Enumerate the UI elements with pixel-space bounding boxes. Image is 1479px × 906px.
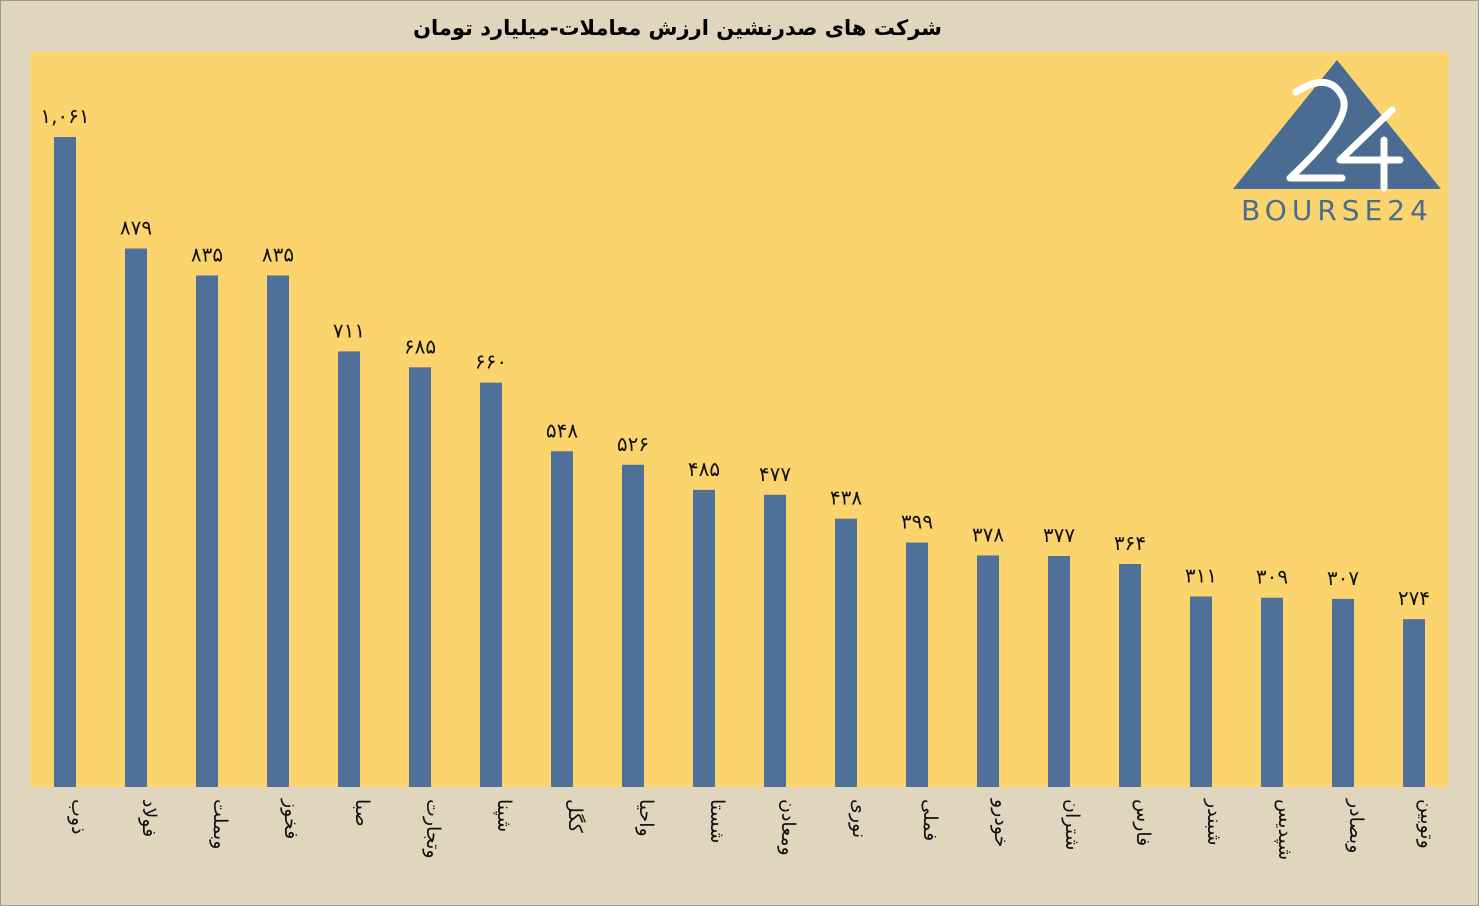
value-label-4: ۸۳۵ [262,242,294,266]
bar-12 [835,518,857,787]
value-label-14: ۳۷۸ [972,522,1004,546]
category-label-18: شپدیس [1274,799,1296,860]
logo-text: BOURSE24 [1241,194,1433,227]
category-label-7: شپنا [493,799,515,832]
bar-8 [551,451,573,787]
value-label-7: ۶۶۰ [475,350,507,374]
bar-5 [338,351,360,787]
value-label-2: ۸۷۹ [120,215,152,239]
value-label-6: ۶۸۵ [404,334,436,358]
logo-mark-24 [1286,79,1404,192]
value-label-16: ۳۶۴ [1114,531,1146,555]
plot-area [30,52,1448,787]
category-label-11: ومعادن [777,799,799,856]
category-label-2: فولاد [138,799,160,837]
value-label-19: ۳۰۷ [1327,566,1359,590]
bourse24-logo: BOURSE24 [1233,60,1441,227]
category-label-4: فخوز [280,798,302,839]
category-label-8: کگل [564,799,587,834]
category-label-12: نوری [848,799,870,838]
value-label-13: ۳۹۹ [901,510,933,534]
bar-1 [54,137,76,787]
category-label-15: شتران [1061,799,1083,850]
value-labels-group: ۱,۰۶۱ ۸۷۹ ۸۳۵ ۸۳۵ ۷۱۱ ۶۸۵ ۶۶۰ ۵۴۸ ۵۲۶ ۴۸۵ ۴۷۷ ۴۳۸ ۳۹… [40,104,1430,610]
value-label-5: ۷۱۱ [333,318,365,342]
bar-17 [1190,596,1212,787]
category-label-14: خودرو [990,798,1012,847]
bar-20 [1403,619,1425,787]
bar-10 [693,489,715,787]
value-label-1: ۱,۰۶۱ [40,104,89,128]
category-label-10: شستا [706,799,728,843]
value-label-15: ۳۷۷ [1043,523,1075,547]
category-label-17: شبندر [1203,798,1225,846]
bar-16 [1119,564,1141,787]
bar-19 [1332,598,1354,787]
value-label-10: ۴۸۵ [688,457,720,481]
chart-title: شرکت های صدرنشین ارزش معاملات-میلیارد تو… [413,16,942,40]
bar-14 [977,555,999,787]
value-label-9: ۵۲۶ [617,432,649,456]
category-labels-group: ذوب فولاد وبملت فخوز صبا وتجارت شپنا کگل واحیا شس… [67,798,1438,860]
value-label-3: ۸۳۵ [191,242,223,266]
bar-4 [267,275,289,787]
bar-18 [1261,597,1283,787]
category-label-16: فارس [1132,799,1154,846]
value-label-11: ۴۷۷ [759,462,791,486]
value-label-8: ۵۴۸ [546,418,578,442]
category-label-3: وبملت [209,799,231,849]
bar-3 [196,275,218,787]
bar-7 [480,382,502,787]
value-label-18: ۳۰۹ [1256,565,1288,589]
category-label-13: فملی [919,799,941,841]
bars-group [54,137,1425,787]
category-label-6: وتجارت [422,799,444,859]
bar-9 [622,464,644,787]
category-label-1: ذوب [67,799,89,835]
bar-11 [764,494,786,787]
value-label-20: ۲۷۴ [1398,586,1430,610]
value-label-17: ۳۱۱ [1185,563,1217,587]
bar-15 [1048,556,1070,787]
value-label-12: ۴۳۸ [830,486,862,510]
bar-6 [409,367,431,787]
bar-13 [906,542,928,787]
bar-2 [125,248,147,787]
category-label-19: وبصادر [1345,798,1367,853]
category-label-9: واحیا [635,799,657,837]
category-label-5: صبا [351,799,373,827]
category-label-20: وتوبین [1416,799,1438,849]
